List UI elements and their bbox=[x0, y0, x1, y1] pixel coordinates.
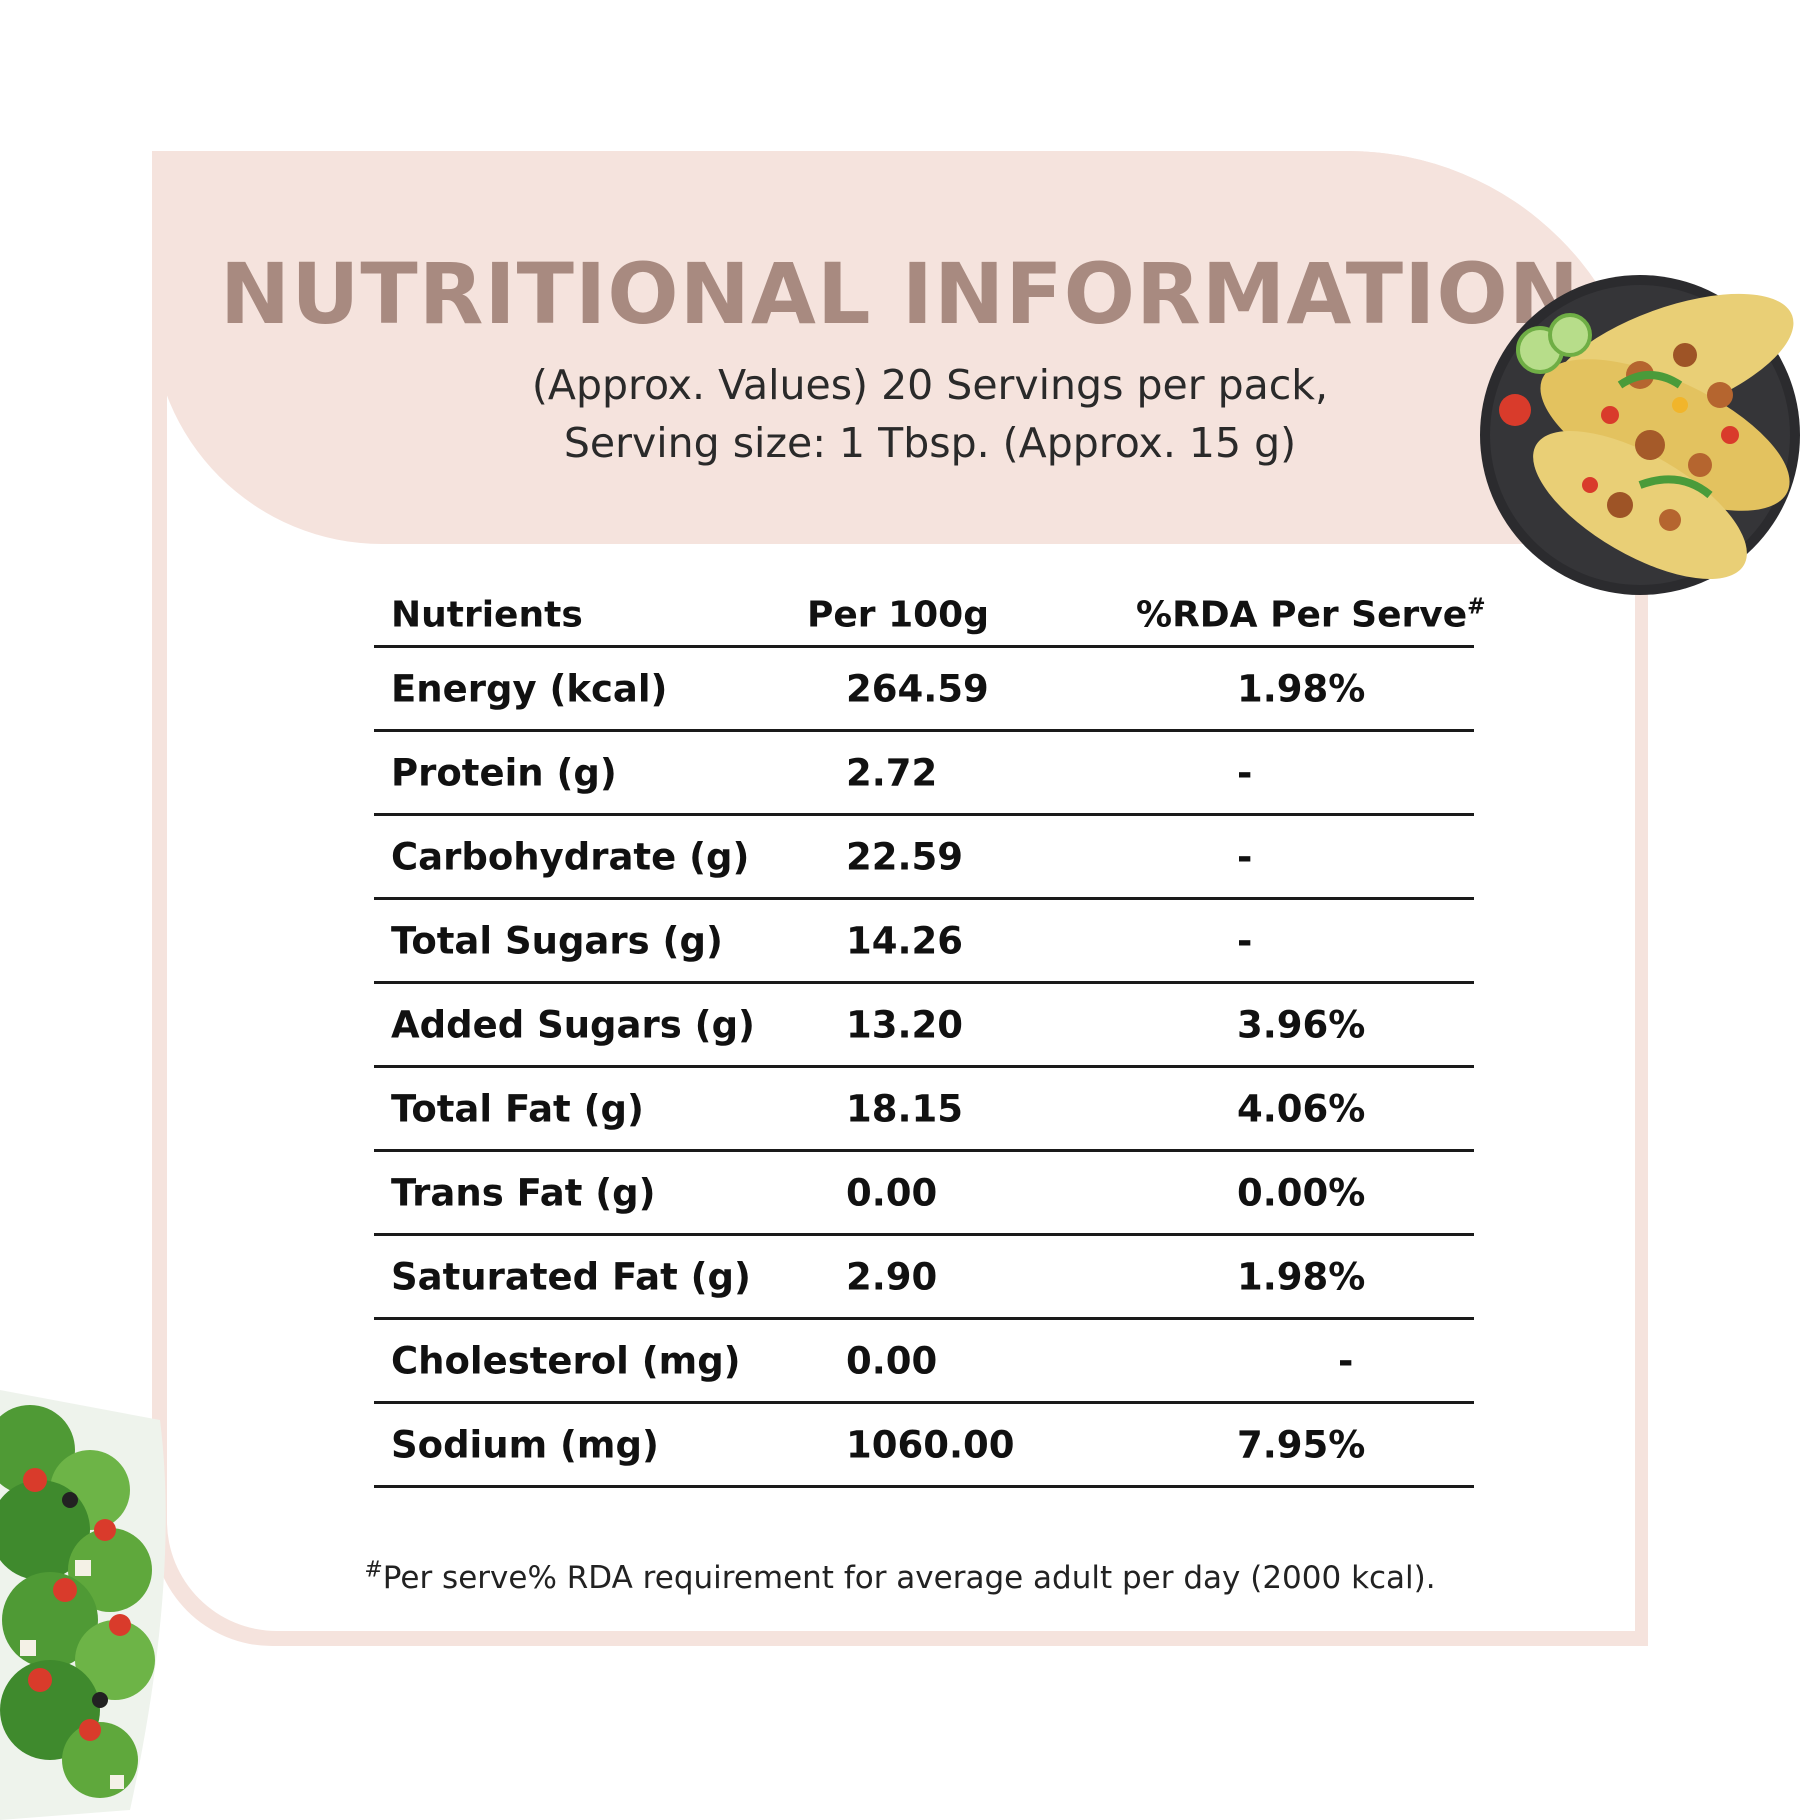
nutrient-name: Protein (g) bbox=[391, 751, 617, 794]
rda-value: 0.00% bbox=[1237, 1171, 1366, 1214]
table-row: Energy (kcal) 264.59 1.98% bbox=[374, 648, 1474, 732]
column-header-rda: %RDA Per Serve# bbox=[1136, 594, 1486, 636]
table-row: Protein (g) 2.72 - bbox=[374, 732, 1474, 816]
rda-value: - bbox=[1237, 919, 1253, 962]
table-row: Added Sugars (g) 13.20 3.96% bbox=[374, 984, 1474, 1068]
per-100g-value: 2.72 bbox=[846, 751, 938, 794]
subtitle-line-2: Serving size: 1 Tbsp. (Approx. 15 g) bbox=[563, 419, 1297, 467]
rda-value: 4.06% bbox=[1237, 1087, 1366, 1130]
subtitle-line-1: (Approx. Values) 20 Servings per pack, bbox=[531, 361, 1329, 409]
nutrient-name: Energy (kcal) bbox=[391, 667, 668, 710]
nutrition-table: Nutrients Per 100g %RDA Per Serve# Energ… bbox=[374, 585, 1486, 1488]
table-row: Total Sugars (g) 14.26 - bbox=[374, 900, 1474, 984]
column-header-nutrients: Nutrients bbox=[391, 594, 583, 636]
table-header: Nutrients Per 100g %RDA Per Serve# bbox=[374, 585, 1486, 648]
per-100g-value: 14.26 bbox=[846, 919, 964, 962]
footnote-marker: # bbox=[364, 1557, 383, 1583]
per-100g-value: 1060.00 bbox=[846, 1423, 1015, 1466]
rda-value: - bbox=[1237, 751, 1253, 794]
nutrient-name: Trans Fat (g) bbox=[391, 1171, 656, 1214]
per-100g-value: 0.00 bbox=[846, 1171, 938, 1214]
column-header-per-100g: Per 100g bbox=[807, 594, 990, 636]
rda-marker: # bbox=[1467, 594, 1486, 620]
card-body bbox=[167, 360, 1635, 1631]
taco-plate-photo bbox=[1480, 275, 1800, 595]
salad-bowl-photo bbox=[0, 1390, 166, 1820]
table-row: Total Fat (g) 18.15 4.06% bbox=[374, 1068, 1474, 1152]
nutrient-name: Sodium (mg) bbox=[391, 1423, 659, 1466]
per-100g-value: 0.00 bbox=[846, 1339, 938, 1382]
footnote: #Per serve% RDA requirement for average … bbox=[300, 1557, 1500, 1596]
table-row: Carbohydrate (g) 22.59 - bbox=[374, 816, 1474, 900]
per-100g-value: 264.59 bbox=[846, 667, 989, 710]
per-100g-value: 22.59 bbox=[846, 835, 964, 878]
nutrient-name: Cholesterol (mg) bbox=[391, 1339, 741, 1382]
subtitle: (Approx. Values) 20 Servings per pack, S… bbox=[300, 356, 1560, 472]
rda-value: 7.95% bbox=[1237, 1423, 1366, 1466]
rda-value: 1.98% bbox=[1237, 1255, 1366, 1298]
footnote-text: Per serve% RDA requirement for average a… bbox=[382, 1560, 1436, 1596]
table-row: Trans Fat (g) 0.00 0.00% bbox=[374, 1152, 1474, 1236]
nutrient-name: Saturated Fat (g) bbox=[391, 1255, 751, 1298]
nutrient-name: Added Sugars (g) bbox=[391, 1003, 755, 1046]
nutrient-name: Total Fat (g) bbox=[391, 1087, 644, 1130]
per-100g-value: 18.15 bbox=[846, 1087, 964, 1130]
page-title: NUTRITIONAL INFORMATION bbox=[219, 245, 1581, 343]
rda-value: - bbox=[1237, 835, 1253, 878]
table-row: Cholesterol (mg) 0.00 - bbox=[374, 1320, 1474, 1404]
rda-value: - bbox=[1338, 1339, 1354, 1382]
nutrient-name: Carbohydrate (g) bbox=[391, 835, 750, 878]
rda-value: 1.98% bbox=[1237, 667, 1366, 710]
per-100g-value: 13.20 bbox=[846, 1003, 964, 1046]
header-background bbox=[152, 151, 1648, 544]
table-row: Sodium (mg) 1060.00 7.95% bbox=[374, 1404, 1474, 1488]
rda-value: 3.96% bbox=[1237, 1003, 1366, 1046]
table-row: Saturated Fat (g) 2.90 1.98% bbox=[374, 1236, 1474, 1320]
nutrient-name: Total Sugars (g) bbox=[391, 919, 723, 962]
per-100g-value: 2.90 bbox=[846, 1255, 938, 1298]
